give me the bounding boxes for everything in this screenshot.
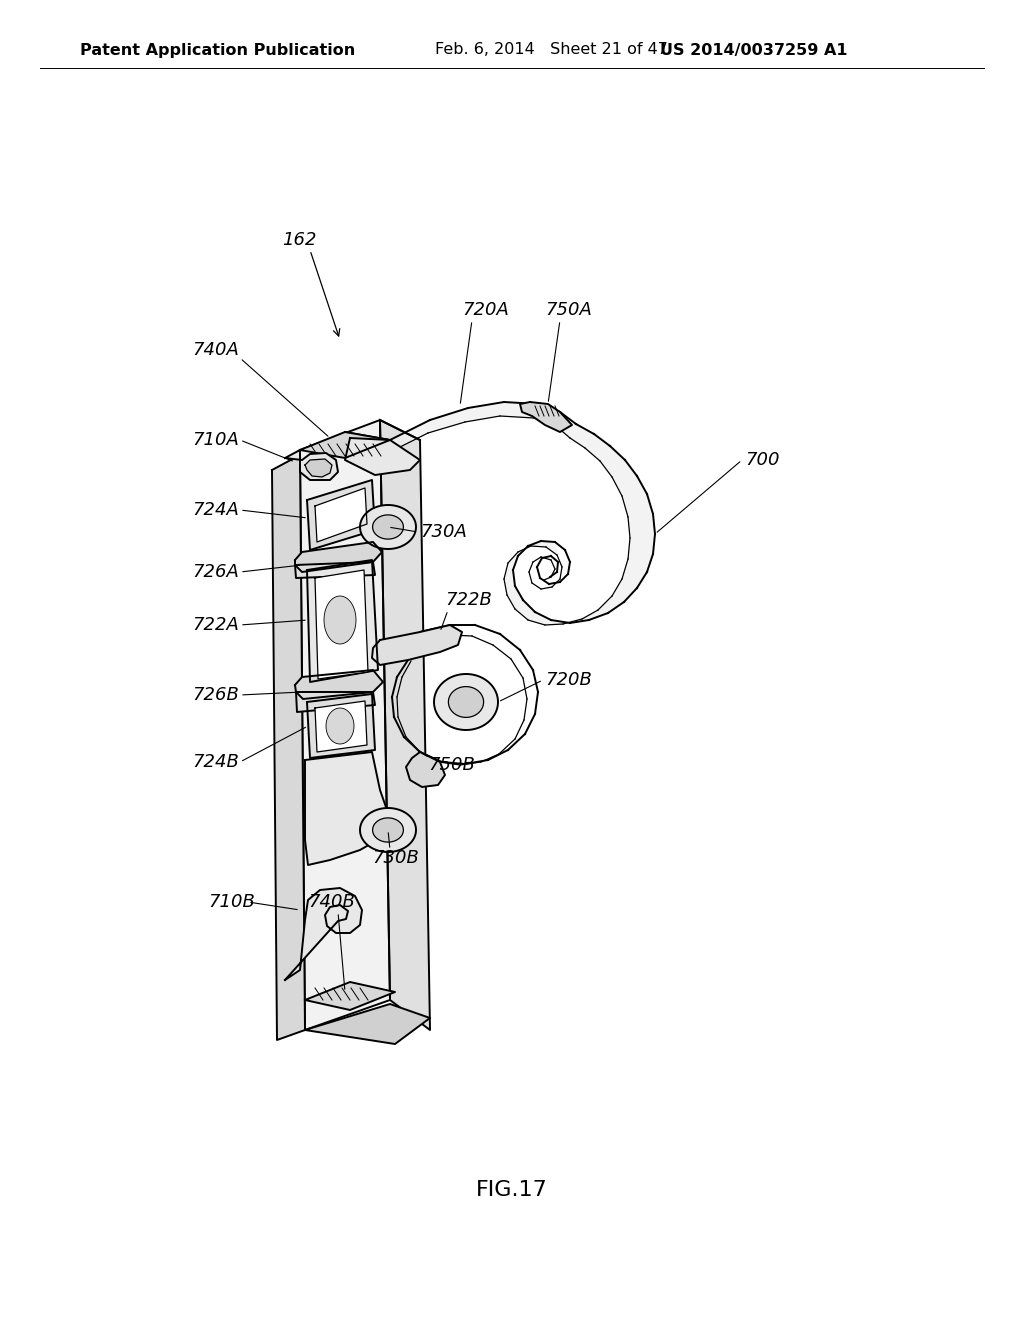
Text: 700: 700 [745,451,779,469]
Text: Feb. 6, 2014   Sheet 21 of 47: Feb. 6, 2014 Sheet 21 of 47 [435,42,668,58]
Text: Patent Application Publication: Patent Application Publication [80,42,355,58]
Polygon shape [380,420,430,1030]
Polygon shape [272,455,305,1040]
Polygon shape [315,488,367,543]
Polygon shape [307,560,378,682]
Polygon shape [434,675,498,730]
Text: 726A: 726A [193,564,239,581]
Text: 722B: 722B [445,591,492,609]
Polygon shape [305,1005,430,1044]
Polygon shape [406,752,445,787]
Text: 730B: 730B [372,849,419,867]
Text: 724B: 724B [193,752,239,771]
Polygon shape [285,450,338,480]
Polygon shape [449,686,483,717]
Text: 710B: 710B [208,894,255,911]
Polygon shape [305,752,395,865]
Polygon shape [305,982,395,1010]
Text: 720A: 720A [462,301,509,319]
Text: 740B: 740B [308,894,355,911]
Polygon shape [305,459,332,477]
Polygon shape [360,808,416,851]
Polygon shape [295,562,375,578]
Polygon shape [315,570,368,678]
Text: 720B: 720B [545,671,592,689]
Polygon shape [315,701,367,752]
Polygon shape [390,403,655,624]
Polygon shape [295,543,382,572]
Polygon shape [372,624,462,665]
Text: 722A: 722A [193,616,239,634]
Text: US 2014/0037259 A1: US 2014/0037259 A1 [660,42,848,58]
Polygon shape [295,671,383,700]
Text: 710A: 710A [193,432,239,449]
Polygon shape [300,420,390,1030]
Polygon shape [373,515,403,539]
Text: 162: 162 [282,231,316,249]
Polygon shape [285,888,362,979]
Text: 724A: 724A [193,502,239,519]
Text: 750A: 750A [545,301,592,319]
Polygon shape [373,818,403,842]
Text: 750B: 750B [428,756,475,774]
Polygon shape [296,692,375,711]
Polygon shape [307,480,375,550]
Polygon shape [345,438,420,475]
Polygon shape [326,708,354,744]
Polygon shape [360,506,416,549]
Polygon shape [307,694,375,758]
Text: 726B: 726B [193,686,239,704]
Text: 740A: 740A [193,341,239,359]
Polygon shape [520,403,572,432]
Polygon shape [324,597,356,644]
Polygon shape [300,432,390,458]
Text: 730A: 730A [420,523,467,541]
Text: FIG.17: FIG.17 [476,1180,548,1200]
